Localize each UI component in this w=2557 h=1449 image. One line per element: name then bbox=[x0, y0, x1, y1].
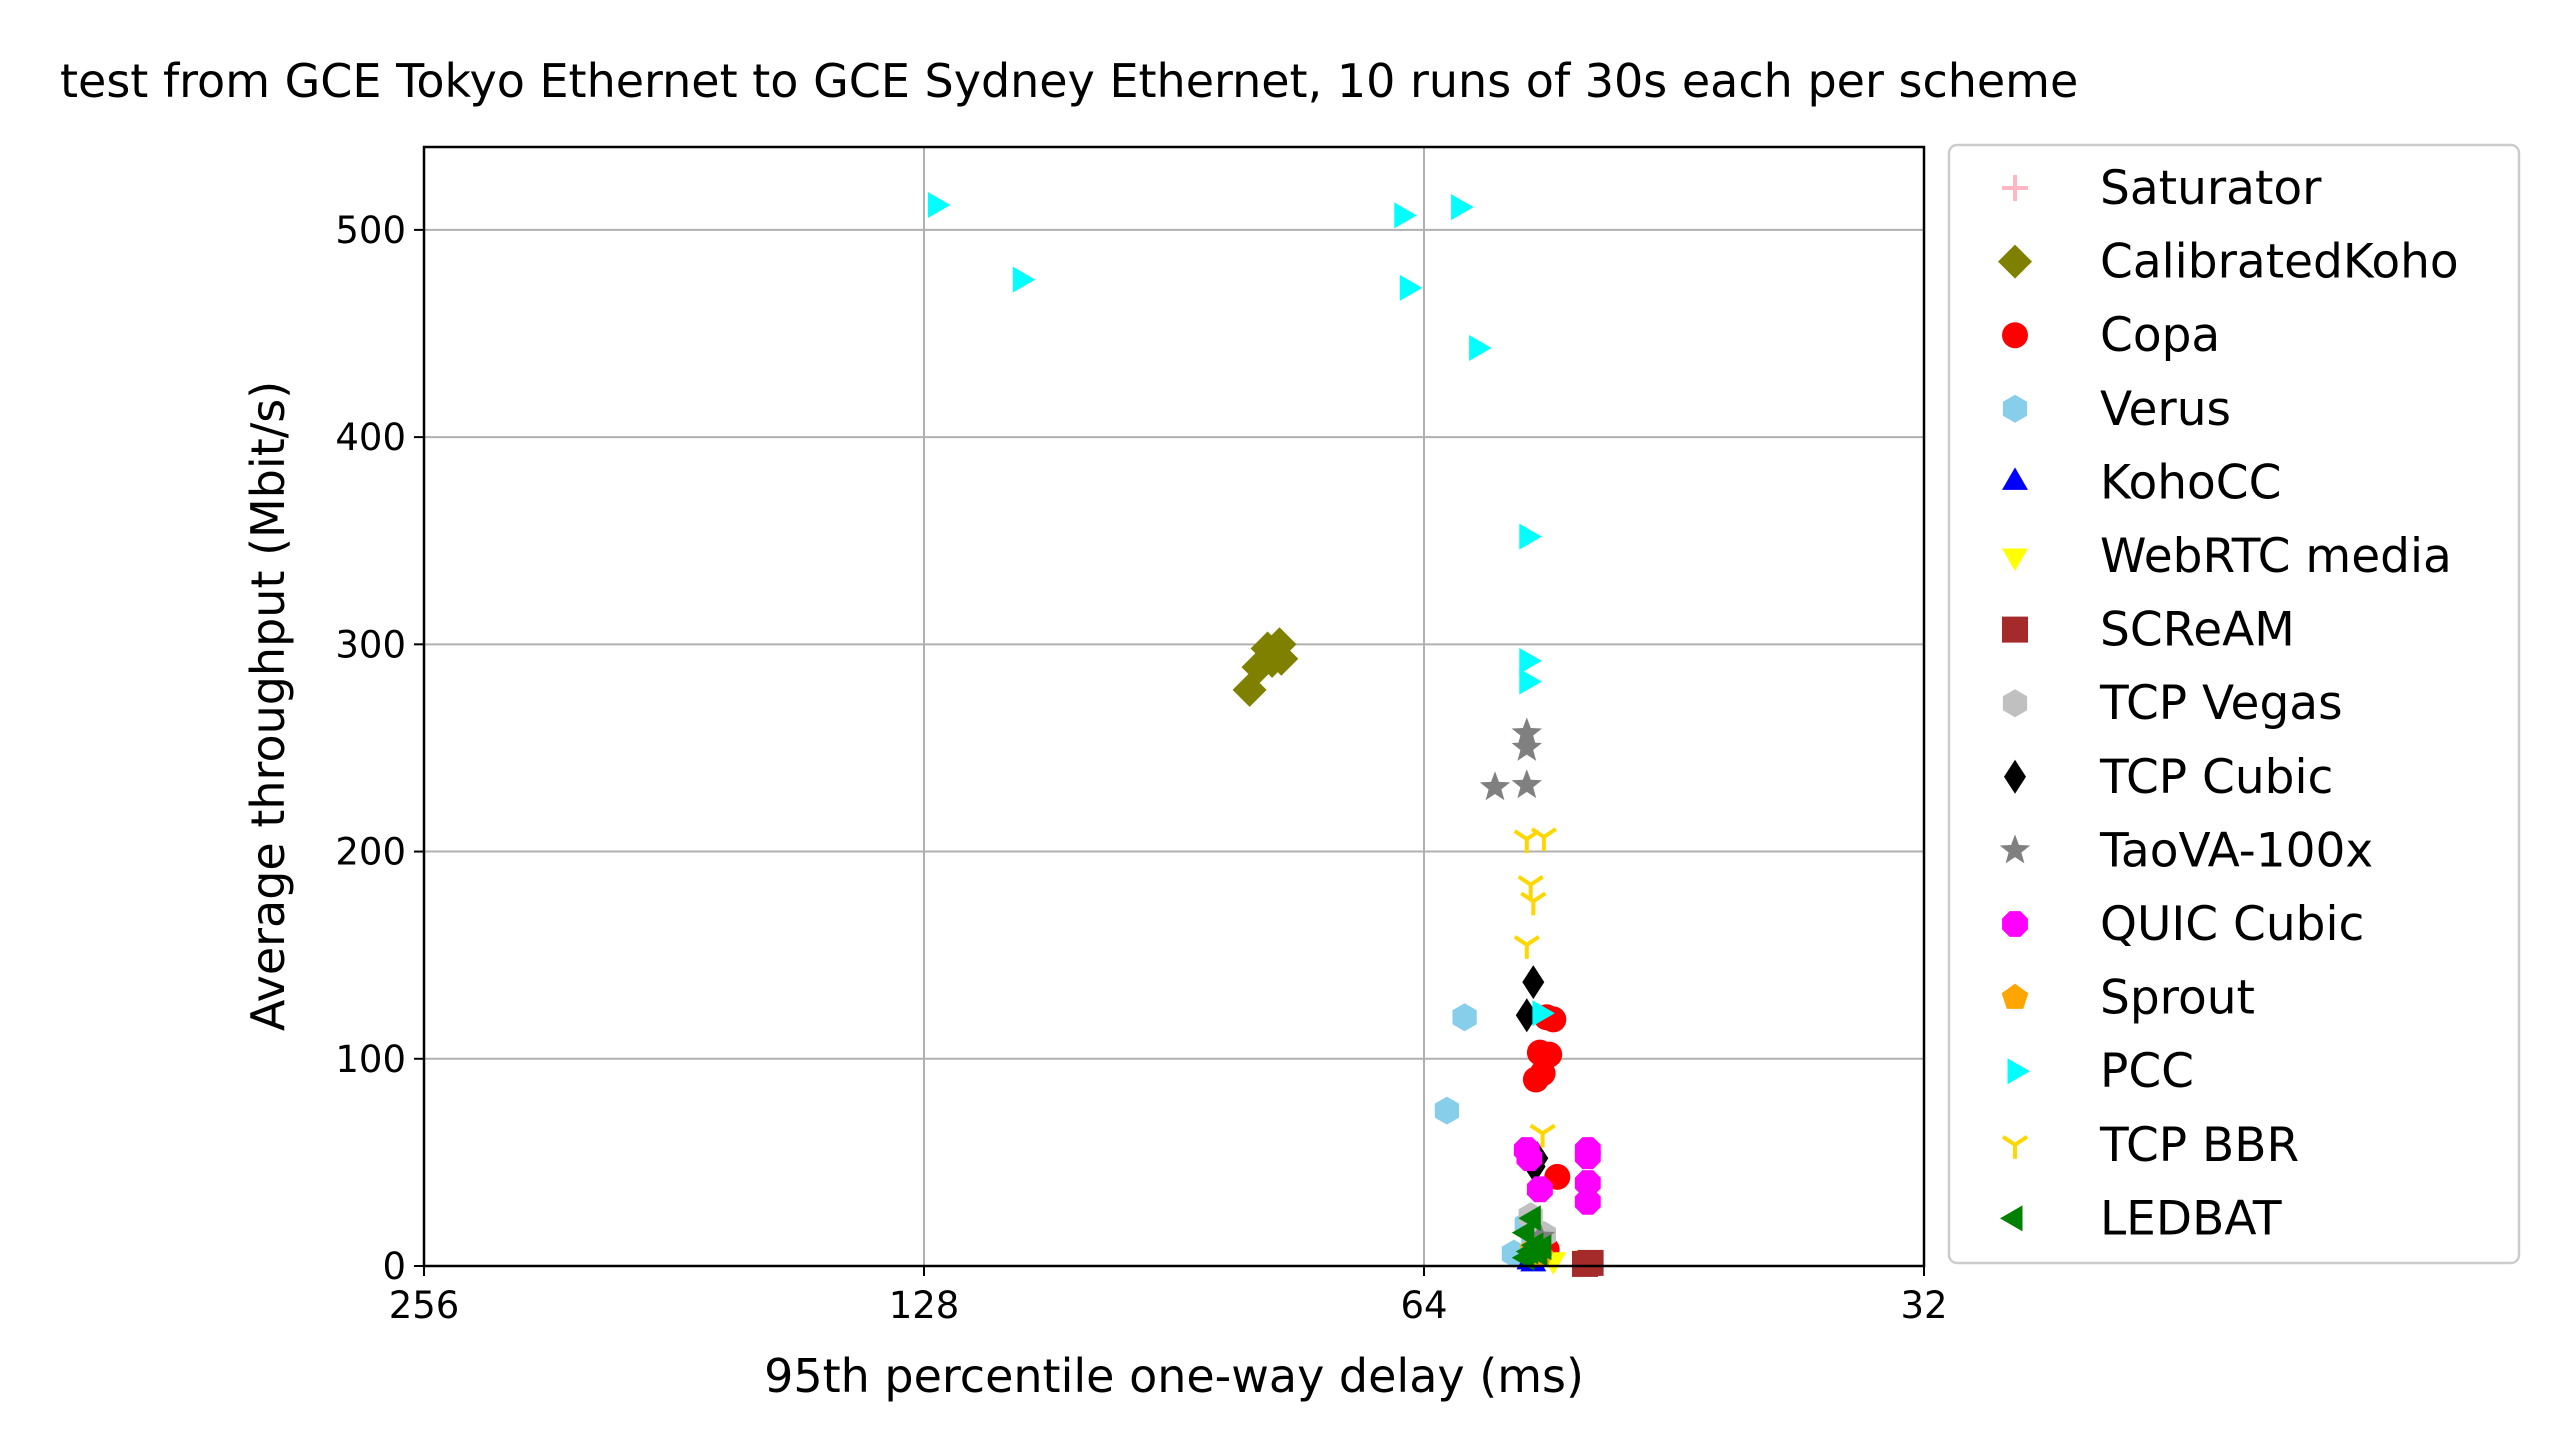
point-quic-cubic bbox=[1574, 1143, 1601, 1170]
point-pcc bbox=[1012, 266, 1036, 293]
point-pcc bbox=[1399, 274, 1423, 301]
point-pcc bbox=[1451, 194, 1474, 221]
point-taova-100x bbox=[1479, 771, 1511, 801]
point-tcp-bbr bbox=[1513, 829, 1540, 854]
legend-label-tcp-vegas: TCP Vegas bbox=[2099, 676, 2343, 731]
point-pcc bbox=[1519, 668, 1542, 695]
legend-marker-quic-cubic bbox=[2002, 911, 2028, 937]
legend-marker-sprout bbox=[2001, 983, 2029, 1009]
x-tick-label: 256 bbox=[389, 1284, 460, 1327]
legend-marker-pcc bbox=[2007, 1058, 2030, 1085]
legend-label-saturator: Saturator bbox=[2100, 161, 2322, 216]
point-tcp-bbr bbox=[1520, 891, 1547, 916]
point-taova-100x bbox=[1511, 731, 1543, 761]
point-ledbat bbox=[1518, 1205, 1541, 1232]
legend-marker-taova-100x bbox=[1999, 834, 2031, 864]
legend-label-pcc: PCC bbox=[2100, 1044, 2194, 1099]
legend-label-tcp-bbr: TCP BBR bbox=[2099, 1118, 2299, 1173]
legend-marker-webrtc-media bbox=[2002, 548, 2028, 571]
chart-title: test from GCE Tokyo Ethernet to GCE Sydn… bbox=[60, 54, 2078, 108]
point-quic-cubic bbox=[1526, 1176, 1553, 1203]
legend-frame bbox=[1947, 143, 2521, 1265]
grid bbox=[423, 147, 1925, 1267]
y-tick-label: 400 bbox=[335, 416, 406, 459]
y-tick-label: 200 bbox=[335, 831, 406, 874]
point-tcp-bbr bbox=[1513, 935, 1540, 959]
legend-marker-tcp-vegas bbox=[2002, 689, 2028, 718]
point-quic-cubic bbox=[1574, 1170, 1601, 1197]
legend-marker-tcp-bbr bbox=[2001, 1135, 2029, 1159]
point-tcp-bbr bbox=[1529, 1123, 1556, 1148]
x-tick-label: 32 bbox=[1900, 1284, 1947, 1327]
x-tick-label: 128 bbox=[889, 1284, 960, 1327]
point-ledbat bbox=[1511, 1244, 1535, 1271]
legend-marker-copa bbox=[2002, 322, 2028, 349]
axis-ticks: 256 128 64 32 0 100 200 300 400 500 bbox=[335, 209, 1947, 1327]
point-pcc bbox=[1519, 523, 1542, 550]
legend-label-scream: SCReAM bbox=[2100, 603, 2295, 658]
point-tcp-bbr bbox=[1517, 875, 1544, 899]
point-verus bbox=[1452, 1003, 1477, 1032]
legend-marker-tcp-cubic bbox=[2004, 759, 2026, 794]
legend-label-webrtc-media: WebRTC media bbox=[2100, 529, 2452, 584]
y-tick-label: 0 bbox=[382, 1245, 406, 1288]
point-taova-100x bbox=[1511, 717, 1543, 747]
legend-marker-calibratedkoho bbox=[1998, 244, 2032, 279]
point-verus bbox=[1434, 1096, 1460, 1125]
y-tick-label: 300 bbox=[335, 623, 406, 666]
plot-frame bbox=[422, 145, 1926, 1268]
legend-label-sprout: Sprout bbox=[2100, 971, 2255, 1026]
legend-marker-scream bbox=[2002, 616, 2028, 643]
data-points bbox=[927, 192, 1604, 1277]
legend-marker-verus bbox=[2002, 394, 2028, 423]
legend-marker-saturator bbox=[2002, 175, 2028, 201]
y-tick-label: 100 bbox=[335, 1038, 406, 1081]
legend-label-verus: Verus bbox=[2100, 382, 2231, 437]
y-tick-label: 500 bbox=[335, 209, 406, 252]
point-copa bbox=[1522, 1066, 1549, 1093]
point-ledbat bbox=[1528, 1234, 1552, 1261]
y-axis-label: Average throughput (Mbit/s) bbox=[241, 381, 295, 1031]
legend-marker-kohocc bbox=[2002, 467, 2028, 490]
point-tcp-cubic bbox=[1515, 998, 1538, 1033]
legend: Saturator CalibratedKoho Copa Verus KohoCC We… bbox=[1947, 143, 2521, 1265]
point-pcc bbox=[1394, 202, 1417, 229]
legend-label-copa: Copa bbox=[2100, 308, 2220, 363]
legend-label-tcp-cubic: TCP Cubic bbox=[2099, 750, 2333, 805]
legend-marker-ledbat bbox=[2000, 1205, 2023, 1232]
point-calibratedkoho bbox=[1255, 643, 1290, 678]
point-scream bbox=[1577, 1249, 1604, 1276]
x-tick-label: 64 bbox=[1400, 1284, 1447, 1327]
legend-label-taova-100x: TaoVA-100x bbox=[2099, 823, 2373, 878]
legend-label-ledbat: LEDBAT bbox=[2100, 1191, 2282, 1246]
point-pcc bbox=[1519, 647, 1542, 674]
legend-label-kohocc: KohoCC bbox=[2100, 455, 2281, 510]
point-tcp-bbr bbox=[1530, 827, 1558, 851]
point-quic-cubic bbox=[1574, 1188, 1601, 1215]
point-pcc bbox=[927, 192, 951, 218]
point-pcc bbox=[1469, 335, 1492, 361]
x-axis-label: 95th percentile one-way delay (ms) bbox=[764, 1349, 1584, 1403]
point-ledbat bbox=[1511, 1219, 1535, 1246]
legend-label-quic-cubic: QUIC Cubic bbox=[2100, 897, 2364, 952]
point-pcc bbox=[1532, 1000, 1555, 1027]
point-tcp-cubic bbox=[1522, 965, 1545, 1000]
point-quic-cubic bbox=[1516, 1145, 1543, 1172]
point-taova-100x bbox=[1511, 769, 1543, 799]
legend-label-calibratedkoho: CalibratedKoho bbox=[2100, 235, 2459, 290]
